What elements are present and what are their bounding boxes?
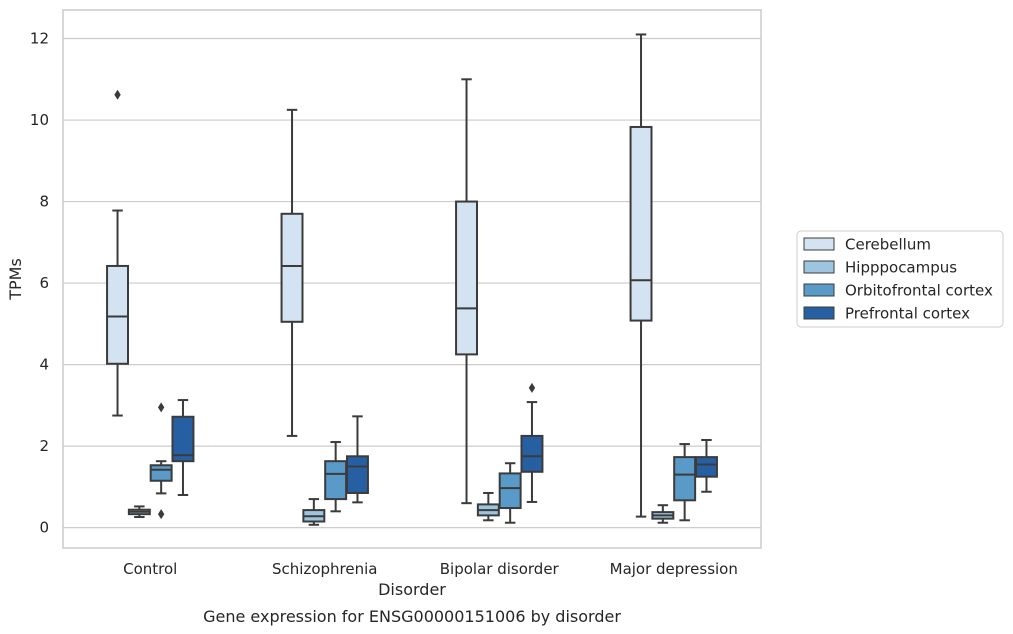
y-tick-labels: 0 2 4 6 8 10 12 [30, 30, 49, 537]
legend-frame [796, 230, 1004, 328]
x-tick-label: Major depression [610, 560, 738, 578]
box-0-2 [149, 402, 173, 520]
outlier-point [157, 509, 165, 520]
box [520, 434, 544, 473]
box-3-1 [651, 504, 675, 524]
box [149, 464, 173, 482]
x-axis-label: Disorder [378, 580, 446, 599]
y-tick-label: 10 [30, 111, 49, 129]
box-2-3 [520, 382, 544, 503]
box-2-2 [498, 462, 522, 524]
box-3-2 [673, 443, 697, 522]
outlier-point [528, 382, 536, 393]
box-2-1 [476, 491, 500, 522]
box [694, 456, 718, 478]
box-2-0 [455, 78, 479, 505]
y-tick-label: 8 [39, 193, 49, 211]
legend-label: Orbitofrontal cortex [845, 282, 993, 300]
legend-swatch [803, 237, 835, 251]
y-tick-label: 4 [39, 356, 49, 374]
outlier-point [157, 402, 165, 413]
outlier-point [114, 89, 121, 100]
box [106, 264, 130, 365]
box-1-0 [280, 108, 304, 437]
legend: Cerebellum Hipppocampus Orbitofrontal cort… [796, 230, 1004, 328]
box [345, 455, 369, 494]
box [673, 456, 697, 502]
plot-frame [62, 9, 762, 549]
box [455, 200, 479, 356]
box-1-3 [345, 415, 369, 504]
box-groups [106, 33, 718, 526]
box [280, 212, 304, 323]
legend-label: Cerebellum [845, 236, 931, 254]
box-3-0 [629, 33, 653, 518]
box-0-1 [127, 505, 151, 519]
legend-swatch [803, 260, 835, 274]
legend-swatch [803, 283, 835, 297]
y-tick-label: 12 [30, 30, 49, 48]
box [324, 460, 348, 501]
x-tick-label: Control [123, 560, 177, 578]
box [498, 472, 522, 510]
box-0-3 [171, 399, 195, 497]
y-axis-label: TPMs [6, 258, 25, 301]
box [629, 125, 653, 322]
box-0-0 [106, 89, 130, 417]
legend-swatch [803, 306, 835, 320]
gridlines [63, 37, 761, 529]
box-1-2 [324, 441, 348, 513]
y-tick-label: 2 [39, 437, 49, 455]
y-tick-label: 0 [39, 519, 49, 537]
legend-label: Prefrontal cortex [845, 305, 970, 323]
y-tick-label: 6 [39, 274, 49, 292]
legend-label: Hipppocampus [845, 259, 957, 277]
chart-caption: Gene expression for ENSG00000151006 by d… [203, 607, 621, 626]
box-3-3 [694, 438, 718, 493]
x-tick-labels: Control Schizophrenia Bipolar disorder Majo… [123, 560, 738, 578]
box [171, 415, 195, 463]
x-tick-label: Schizophrenia [272, 560, 377, 578]
box-1-1 [302, 498, 326, 526]
x-tick-label: Bipolar disorder [440, 560, 560, 578]
